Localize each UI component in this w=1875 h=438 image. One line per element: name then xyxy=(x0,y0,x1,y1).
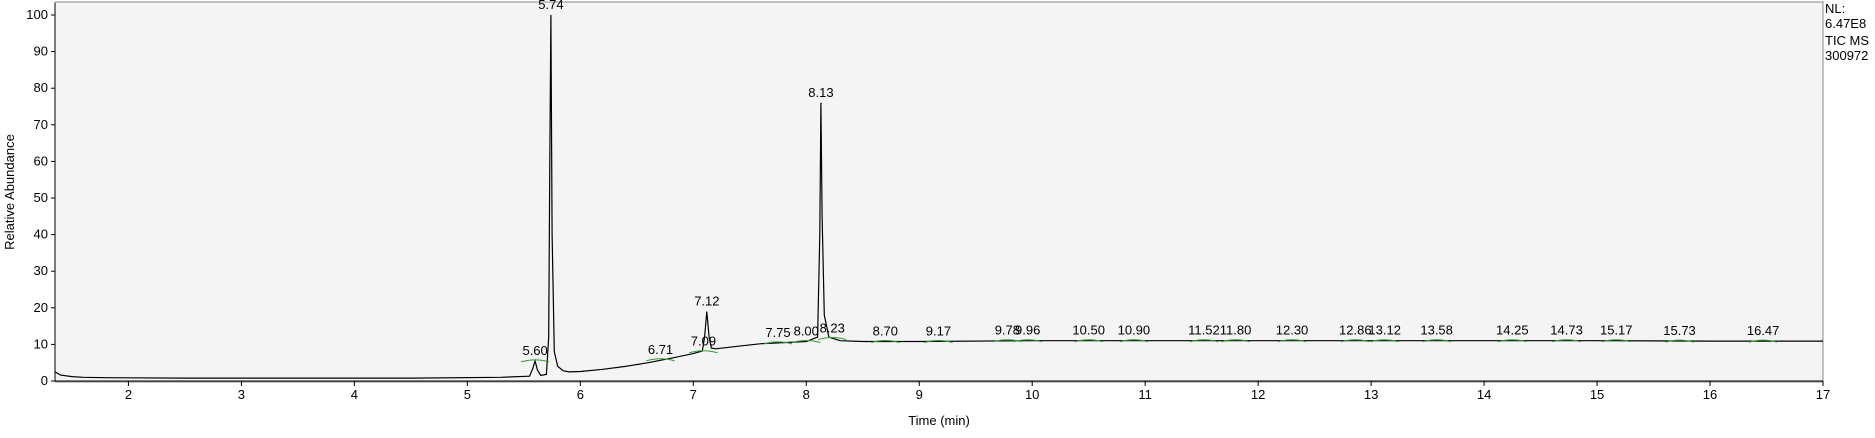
x-tick-label: 14 xyxy=(1477,387,1491,402)
peak-label: 8.00 xyxy=(794,323,819,338)
axis-layer: 2 3 4 5 6 7 8 9 10 11 12 13 14 15 16 17 0 10 20 30 40 50 60 70 8… xyxy=(26,3,1830,402)
peak-baseline xyxy=(1370,339,1399,343)
peak-label: 16.47 xyxy=(1747,323,1780,338)
x-tick-label: 13 xyxy=(1364,387,1378,402)
peak-label: 7.75 xyxy=(765,325,790,340)
y-tick-label: 10 xyxy=(34,336,48,351)
peak-baseline xyxy=(1422,339,1451,343)
peak-label: 10.50 xyxy=(1072,323,1105,338)
peak-label: 14.73 xyxy=(1550,323,1583,338)
peak-baseline xyxy=(1221,339,1250,343)
peak-baseline xyxy=(1189,339,1219,343)
peak-label: 11.80 xyxy=(1220,323,1252,338)
x-tick-label: 6 xyxy=(577,387,584,402)
peak-baseline xyxy=(1552,339,1581,343)
peak-label: 9.17 xyxy=(926,323,951,338)
x-tick-label: 12 xyxy=(1251,387,1265,402)
x-tick-label: 9 xyxy=(916,387,923,402)
peak-label: 7.09 xyxy=(691,334,716,349)
x-tick-label: 4 xyxy=(351,387,358,402)
peak-baseline xyxy=(924,339,953,343)
peak-label: 9.78 xyxy=(995,323,1020,338)
x-tick-label: 17 xyxy=(1816,387,1830,402)
peak-label: 7.12 xyxy=(694,293,719,308)
peak-baseline xyxy=(646,358,675,362)
y-tick-label: 30 xyxy=(34,263,48,278)
peak-label: 15.17 xyxy=(1600,323,1633,338)
peak-label: 13.58 xyxy=(1420,323,1453,338)
peak-label: 15.73 xyxy=(1663,323,1696,338)
info-line-3: TIC MS xyxy=(1825,33,1869,48)
peak-baseline xyxy=(763,341,793,345)
y-tick-label: 40 xyxy=(34,227,48,242)
peak-baseline xyxy=(1602,339,1631,343)
peak-baseline xyxy=(520,359,550,363)
peak-baseline xyxy=(792,339,821,343)
peak-label: 13.12 xyxy=(1368,323,1401,338)
info-line-4: 300972 xyxy=(1825,48,1868,63)
y-tick-label: 80 xyxy=(34,80,48,95)
trace-layer xyxy=(54,14,1823,379)
peak-label: 6.71 xyxy=(648,342,673,357)
x-tick-label: 10 xyxy=(1025,387,1039,402)
peak-baseline xyxy=(689,350,718,354)
y-axis-label: Relative Abundance xyxy=(2,134,17,250)
y-tick-label: 0 xyxy=(41,373,48,388)
y-tick-label: 20 xyxy=(34,300,48,315)
info-block: NL: 6.47E8 TIC MS 300972 xyxy=(1825,1,1869,63)
peak-label: 9.96 xyxy=(1015,323,1040,338)
peak-baseline xyxy=(1341,339,1370,343)
peak-baseline xyxy=(871,339,900,343)
tic-trace xyxy=(54,14,1823,379)
plot-area xyxy=(54,1,1824,383)
y-tick-label: 90 xyxy=(34,44,48,59)
x-tick-label: 2 xyxy=(125,387,132,402)
y-tick-label: 70 xyxy=(34,117,48,132)
y-tick-label: 50 xyxy=(34,190,48,205)
peak-label: 12.30 xyxy=(1276,323,1309,338)
peak-baseline xyxy=(1074,339,1103,343)
x-tick-label: 7 xyxy=(690,387,697,402)
peak-baseline xyxy=(1013,339,1042,343)
y-tick-label: 60 xyxy=(34,153,48,168)
peak-baseline xyxy=(1119,339,1149,343)
x-tick-label: 8 xyxy=(803,387,810,402)
peak-label: 8.13 xyxy=(808,85,833,100)
y-tick-label: 100 xyxy=(26,7,48,22)
peak-baseline xyxy=(1748,339,1778,343)
peak-label-layer: 5.60 5.74 6.71 7.09 7.12 7.75 8.00 8.13 8.23 8.70… xyxy=(520,0,1780,363)
peak-label: 8.70 xyxy=(873,323,898,338)
info-line-1: NL: xyxy=(1825,1,1845,16)
peak-label: 10.90 xyxy=(1118,323,1151,338)
x-tick-label: 5 xyxy=(464,387,471,402)
peak-baseline xyxy=(1498,339,1527,343)
peak-label: 12.86 xyxy=(1339,323,1372,338)
peak-label: 5.60 xyxy=(522,343,547,358)
x-axis-label: Time (min) xyxy=(908,413,970,428)
x-tick-label: 15 xyxy=(1590,387,1604,402)
peak-label: 8.23 xyxy=(820,321,845,336)
peak-baseline xyxy=(993,339,1022,343)
x-tick-label: 3 xyxy=(238,387,245,402)
peak-label: 11.52 xyxy=(1188,323,1220,338)
peak-label: 14.25 xyxy=(1496,323,1529,338)
x-tick-label: 11 xyxy=(1138,387,1152,402)
x-tick-label: 16 xyxy=(1703,387,1717,402)
peak-baseline xyxy=(818,337,847,341)
info-line-2: 6.47E8 xyxy=(1825,16,1866,31)
peak-label: 5.74 xyxy=(538,0,563,12)
peak-baseline xyxy=(1277,339,1307,343)
peak-baseline xyxy=(1665,339,1694,343)
